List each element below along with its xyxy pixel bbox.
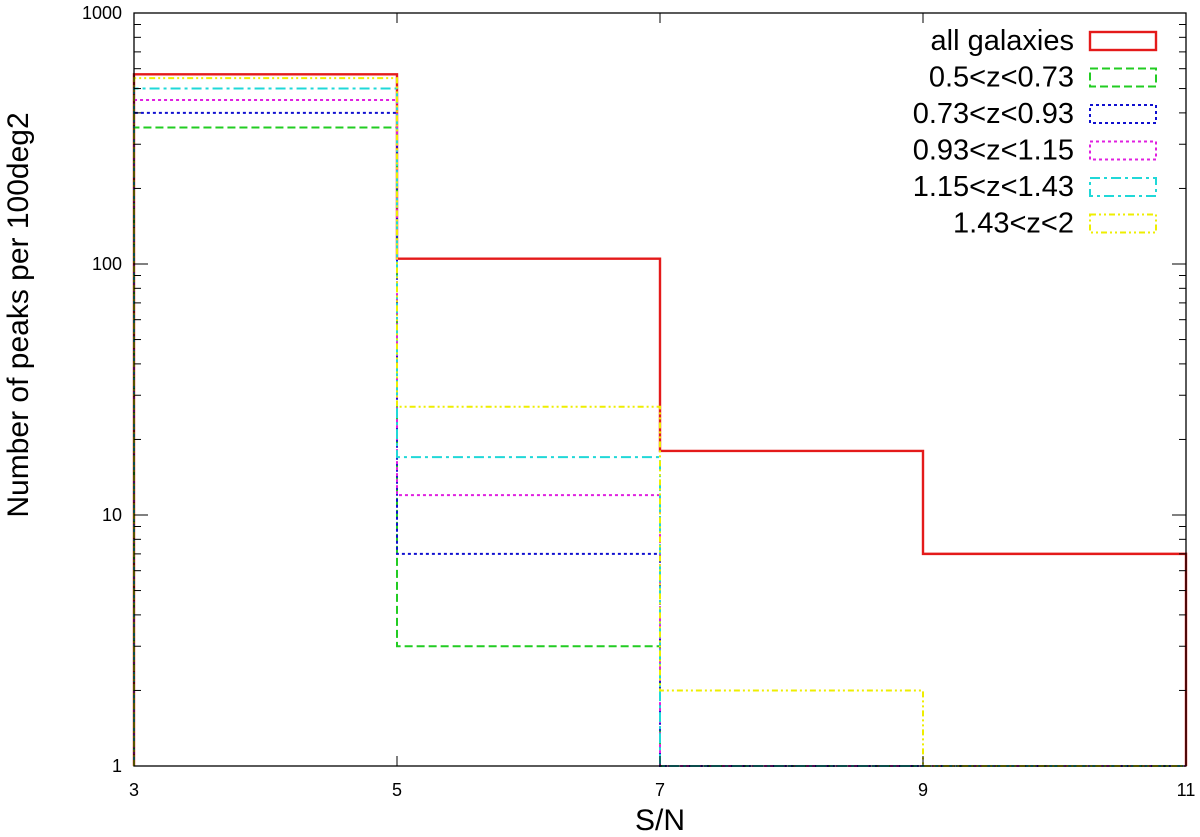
y-tick-label: 1000 <box>82 3 122 23</box>
histogram-step-line <box>133 77 1186 767</box>
legend-swatch <box>1089 67 1157 88</box>
series-5 <box>133 77 1186 767</box>
legend-swatch <box>1089 213 1157 234</box>
legend-swatch <box>1089 140 1157 161</box>
legend-label: 1.43<z<2 <box>953 208 1074 240</box>
legend-swatch <box>1089 104 1157 124</box>
x-tick-label: 5 <box>392 780 402 800</box>
legend-label: 0.73<z<0.93 <box>913 98 1074 130</box>
series-layer <box>132 73 1188 767</box>
x-tick-label: 3 <box>129 780 139 800</box>
x-tick-label: 7 <box>655 780 665 800</box>
series-0 <box>132 73 1188 766</box>
x-tick-label: 9 <box>918 780 928 800</box>
y-tick-label: 100 <box>92 254 122 274</box>
histogram-step-line <box>132 73 1188 766</box>
y-axis-label: Number of peaks per 100deg2 <box>2 112 35 517</box>
series-2 <box>133 111 1186 767</box>
legend-label: all galaxies <box>931 25 1074 57</box>
legend-label: 1.15<z<1.43 <box>913 171 1074 203</box>
x-axis-label: S/N <box>635 804 685 837</box>
legend: all galaxies 0.5<z<0.73 0.73<z<0.93 0.93<z<… <box>913 25 1158 240</box>
legend-label: 0.5<z<0.73 <box>929 62 1074 94</box>
y-tick-label: 1 <box>112 756 122 776</box>
x-tick-label: 11 <box>1177 780 1196 800</box>
histogram-step-line <box>133 111 1186 767</box>
legend-swatch <box>1089 177 1157 197</box>
y-tick-label: 10 <box>102 505 122 525</box>
legend-label: 0.93<z<1.15 <box>913 135 1074 167</box>
legend-swatch <box>1088 30 1158 52</box>
